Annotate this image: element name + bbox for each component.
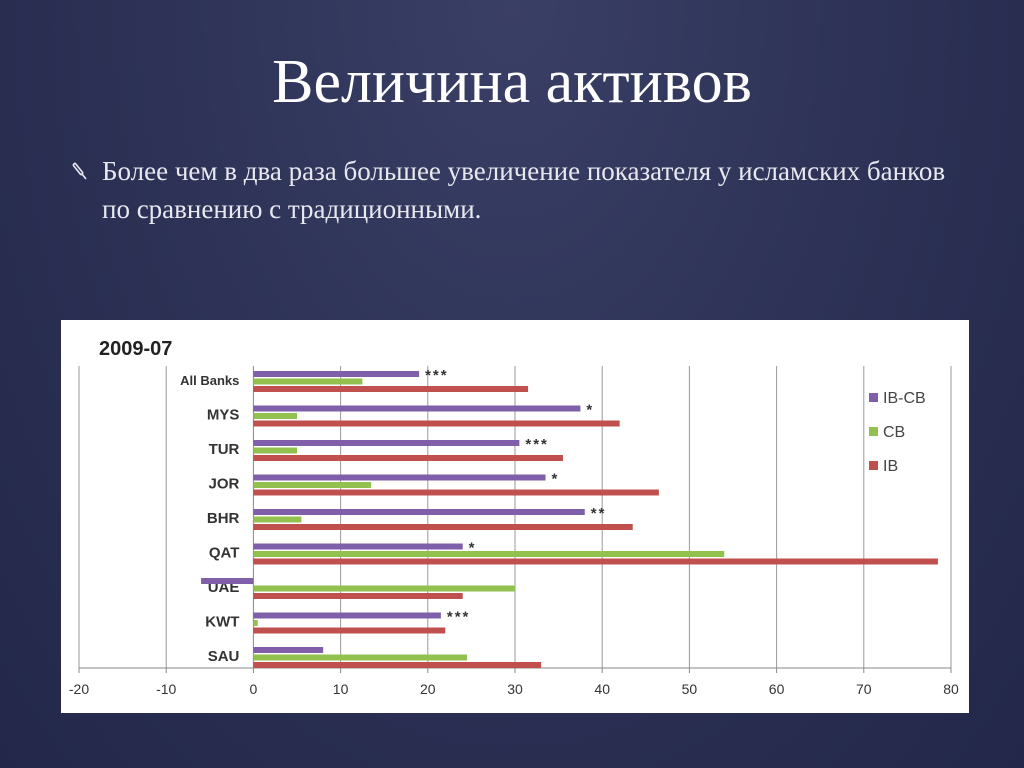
- bar-cb: [253, 413, 297, 419]
- bullet-text: Более чем в два раза большее увеличение …: [102, 156, 946, 224]
- legend-swatch: [869, 427, 878, 436]
- x-tick-label: 0: [250, 681, 258, 697]
- bar-cb: [253, 620, 258, 626]
- category-label: JOR: [209, 476, 240, 493]
- legend-swatch: [869, 461, 878, 470]
- legend-swatch: [869, 393, 878, 402]
- bar-ib-cb: [201, 578, 254, 584]
- x-tick-label: 50: [682, 681, 698, 697]
- category-label: QAT: [209, 545, 240, 562]
- bar-ib: [253, 420, 620, 427]
- slide-title: Величина активов: [272, 48, 752, 116]
- bar-cb: [253, 585, 515, 592]
- x-tick-label: -20: [69, 681, 89, 697]
- bar-ib-cb: [253, 405, 581, 412]
- bar-ib-cb: [253, 612, 441, 619]
- chart-panel: 2009-07 -20 -10 0 10 20 30 40 50 60 70 80 All Banks…: [61, 320, 969, 713]
- bar-ib: [253, 558, 938, 565]
- bar-cb: [253, 482, 372, 488]
- bar-cb: [253, 551, 725, 557]
- x-tick-label: -10: [156, 681, 176, 697]
- x-tick-label: 30: [507, 681, 523, 697]
- chart-title: 2009-07: [99, 338, 173, 360]
- bar-cb: [253, 516, 302, 523]
- bullet-pin-icon: [72, 162, 87, 180]
- bar-ib-cb: [253, 647, 324, 653]
- bar-cb: [253, 447, 297, 454]
- significance-marker: ***: [425, 367, 449, 384]
- bar-ib: [253, 662, 542, 668]
- bar-ib: [253, 489, 659, 496]
- significance-marker: *: [552, 471, 560, 488]
- bar-ib: [253, 524, 633, 530]
- bar-ib-cb: [253, 474, 546, 481]
- bar-ib: [253, 627, 446, 634]
- bar-ib-cb: [253, 440, 520, 446]
- category-label: BHR: [207, 510, 240, 527]
- x-tick-label: 80: [943, 681, 959, 697]
- significance-marker: *: [586, 402, 594, 419]
- bar-ib-cb: [253, 371, 420, 377]
- x-tick-label: 70: [856, 681, 872, 697]
- bar-ib: [253, 593, 463, 599]
- bar-ib-cb: [253, 543, 463, 550]
- bar-ib: [253, 386, 529, 392]
- x-tick-label: 60: [769, 681, 785, 697]
- legend-label: IB: [883, 458, 898, 475]
- category-label: MYS: [207, 407, 240, 424]
- legend-label: IB-CB: [883, 390, 926, 407]
- category-label: TUR: [209, 441, 240, 458]
- bar-cb: [253, 378, 363, 385]
- significance-marker: ***: [447, 609, 471, 626]
- category-label: KWT: [205, 614, 239, 631]
- category-label: SAU: [208, 648, 240, 665]
- legend-label: CB: [883, 424, 905, 441]
- x-tick-label: 10: [333, 681, 349, 697]
- category-label: All Banks: [180, 373, 239, 388]
- bar-ib: [253, 455, 563, 461]
- significance-marker: **: [591, 505, 607, 522]
- x-tick-label: 40: [594, 681, 610, 697]
- bar-cb: [253, 654, 468, 661]
- significance-marker: *: [469, 540, 477, 557]
- x-tick-label: 20: [420, 681, 436, 697]
- bullet-point: Более чем в два раза большее увеличение …: [70, 152, 950, 228]
- bar-ib-cb: [253, 509, 585, 515]
- significance-marker: ***: [525, 436, 549, 453]
